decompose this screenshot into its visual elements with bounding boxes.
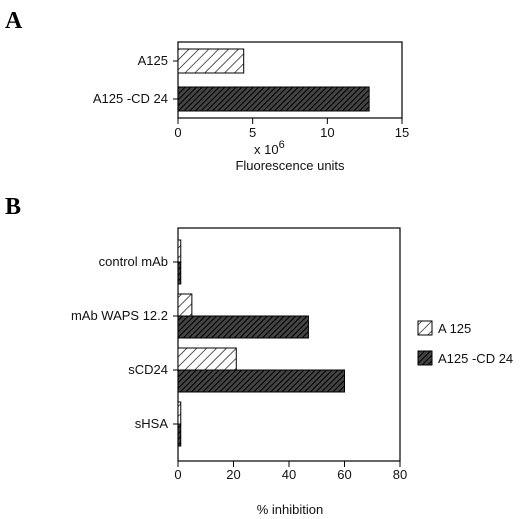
panel-b-x-axis-label: % inhibition [257,502,324,517]
panel-b-bar-a125 [177,347,237,371]
panel-b-x-tick-label: 0 [174,467,181,482]
panel-a-bar-2 [177,86,370,112]
panel-b-plot-frame [177,227,401,462]
legend-swatch [417,350,433,366]
panel-a-category-label: A125 -CD 24 [93,91,168,106]
panel-a-label: A [5,8,23,34]
panel-a-bar-1 [177,48,245,74]
panel-b-x-tick-label: 40 [282,467,296,482]
panel-b-bar-a125-cd24 [177,423,182,447]
panel-b-x-tick-label: 60 [337,467,351,482]
legend-swatch [417,320,433,336]
panel-b-legend: A 125 A125 -CD 24 [417,320,513,366]
panel-b-bar-a125 [177,293,193,317]
panel-b-bar-a125-cd24 [177,315,309,339]
panel-b-bar-a125 [177,401,182,425]
panel-a-x-tick-label: 0 [174,125,181,140]
panel-a-category-label: A125 [138,53,168,68]
panel-b-category-label: mAb WAPS 12.2 [71,308,168,323]
panel-b-category-label: sCD24 [128,362,168,377]
panel-b-label: B [5,194,21,220]
panel-b-category-label: sHSA [135,416,169,431]
panel-a-plot-frame [177,41,403,119]
panel-a-x-tick-label: 10 [320,125,334,140]
panel-b-x-tick-label: 80 [393,467,407,482]
panel-a-x-tick-label: 15 [395,125,409,140]
legend-label: A 125 [438,321,471,336]
panel-a-x-axis-label: Fluorescence units [235,158,345,173]
panel-a-x-tick-label: 5 [249,125,256,140]
panel-b-category-label: control mAb [99,254,168,269]
panel-b-bar-a125-cd24 [177,369,345,393]
panel-b-bar-a125 [177,239,182,263]
legend-label: A125 -CD 24 [438,351,513,366]
panel-b-bar-a125-cd24 [177,261,182,285]
panel-a-multiplier: x 106 [254,139,285,157]
panel-b-chart: B control mAb mAb WAPS 12.2 sCD24 sHSA 0 20 4… [5,194,513,517]
panel-b-x-tick-label: 20 [226,467,240,482]
panel-a-chart: A A125 A125 -CD 24 0 5 10 15 x 106 Fluoresce… [5,8,409,173]
